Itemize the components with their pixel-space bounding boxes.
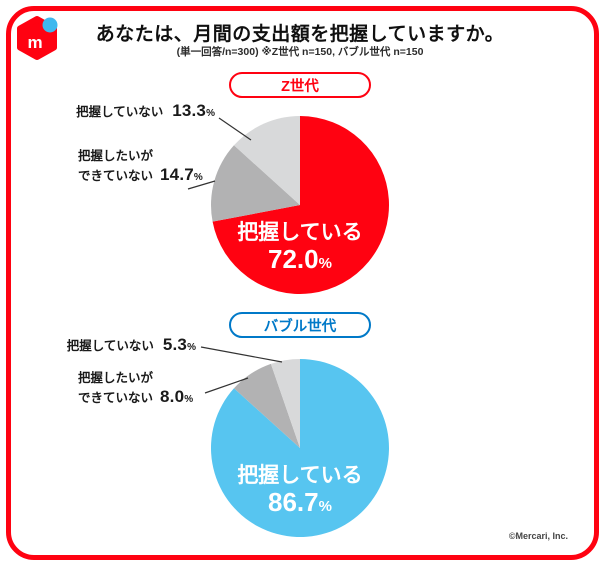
callout-genz-not-aware-label: 把握していない [76, 105, 164, 119]
callout-bubble-want-to-value: 8.0 [160, 387, 185, 407]
leader-line-bubble-not-aware [200, 346, 283, 363]
logo-blue-dot-icon [42, 17, 58, 33]
logo-letter: m [27, 33, 42, 52]
callout-bubble-not-aware-unit: % [187, 342, 196, 353]
pie-genz-main-unit: % [318, 255, 332, 273]
pie-slice-把握したいができていない [211, 145, 300, 222]
leader-line-genz-want-to [187, 180, 216, 190]
callout-genz-not-aware-value: 13.3 [172, 101, 207, 120]
leader-line-genz-not-aware [218, 117, 252, 141]
callout-bubble-want-to-line1: 把握したいが [78, 371, 154, 385]
badge-gen-z: Z世代 [229, 72, 371, 98]
pie-genz-main-label: 把握している 72.0% [150, 221, 450, 275]
callout-genz-want-to-line1: 把握したいが [78, 149, 154, 163]
pie-slice-把握している [212, 116, 390, 295]
survey-note: (単一回答/n=300) ※Z世代 n=150, バブル世代 n=150 [176, 46, 424, 58]
callout-genz-want-to-unit: % [193, 172, 203, 184]
callout-genz-want-to-value: 14.7 [160, 165, 194, 185]
pie-gen-z [211, 116, 390, 295]
pie-slice-把握していない [233, 116, 300, 205]
pie-bubble-gen [210, 359, 389, 537]
badge-bubble-gen: バブル世代 [229, 312, 371, 338]
callout-genz-want-to-line2: できていない [78, 169, 154, 184]
callout-bubble-want-to: 把握したいが できていない 8.0% [78, 370, 193, 409]
badge-gen-z-label: Z世代 [281, 78, 319, 95]
callout-genz-not-aware: 把握していない 13.3% [76, 101, 215, 121]
callout-genz-not-aware-unit: % [206, 108, 215, 119]
pie-bubble-main-label: 把握している 86.7% [150, 464, 450, 518]
callout-bubble-not-aware-label: 把握していない [66, 339, 154, 353]
pie-bubble-main-text: 把握している [237, 464, 363, 487]
badge-bubble-gen-label: バブル世代 [263, 318, 337, 335]
page-title: あなたは、月間の支出額を把握していますか。 [95, 24, 505, 45]
callout-bubble-want-to-line2: できていない [78, 391, 154, 406]
pie-slice-把握している [210, 359, 389, 537]
pie-genz-main-text: 把握している [237, 221, 363, 244]
callout-genz-want-to: 把握したいが できていない 14.7% [78, 148, 203, 187]
pie-slice-把握したいができていない [233, 363, 300, 448]
leader-line-bubble-want-to [204, 377, 249, 394]
mercari-logo: m [17, 16, 58, 60]
callout-bubble-not-aware-value: 5.3 [162, 335, 188, 354]
pie-bubble-main-value: 86.7 [268, 487, 319, 518]
pie-genz-main-value: 72.0 [268, 244, 319, 275]
copyright-text: ©Mercari, Inc. [508, 531, 568, 541]
pie-slice-把握していない [270, 359, 300, 448]
pie-bubble-main-unit: % [318, 498, 332, 516]
callout-bubble-want-to-unit: % [184, 394, 194, 406]
callout-bubble-not-aware: 把握していない 5.3% [67, 335, 196, 355]
